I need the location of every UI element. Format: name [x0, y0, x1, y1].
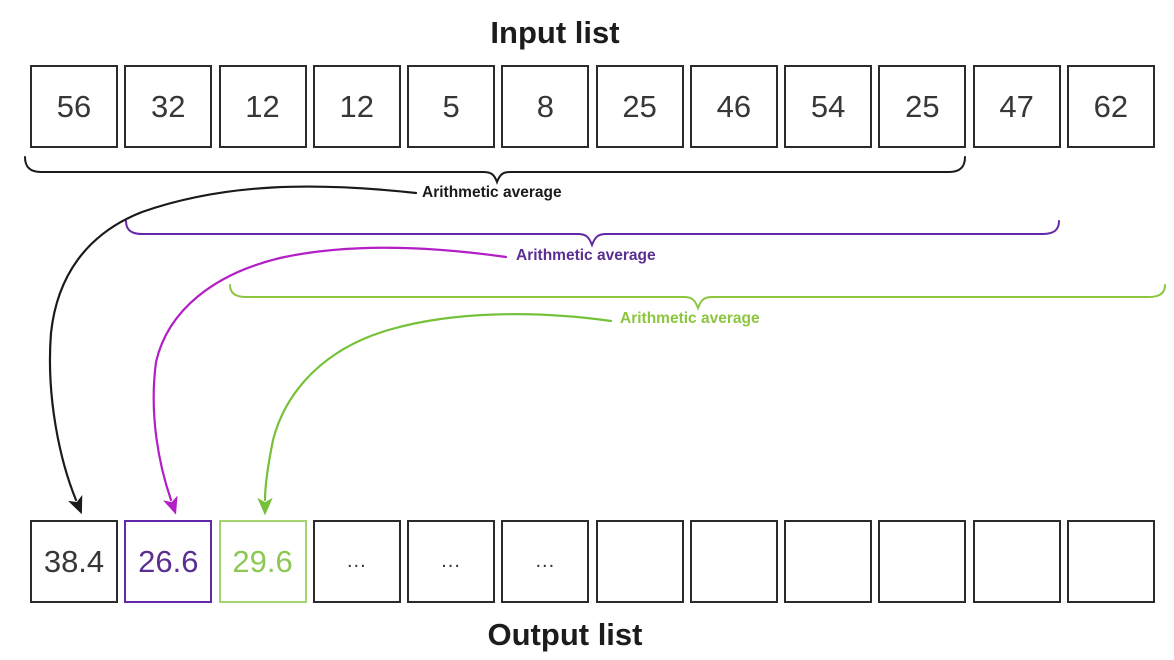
- input-cell: 32: [124, 65, 213, 148]
- input-list-row: 56 32 12 12 5 8 25 46 54 25 47 62: [30, 65, 1155, 148]
- input-cell: 5: [407, 65, 496, 148]
- output-cell: 38.4: [30, 520, 118, 603]
- input-list-title: Input list: [490, 15, 620, 50]
- output-cell: 29.6: [218, 520, 307, 603]
- purple-window-brace: [125, 220, 1060, 248]
- output-list-title: Output list: [487, 617, 643, 652]
- input-cell: 46: [689, 65, 778, 148]
- black-average-label: Arithmetic average: [422, 184, 562, 201]
- input-cell: 25: [878, 65, 967, 148]
- output-cell: ...: [407, 520, 496, 603]
- green-window-brace: [229, 284, 1166, 311]
- input-cell: 25: [595, 65, 684, 148]
- output-cell: [972, 520, 1061, 603]
- output-list-row: 38.4 26.6 29.6 ... ... ...: [30, 520, 1155, 603]
- input-cell: 47: [972, 65, 1061, 148]
- output-cell: ...: [501, 520, 590, 603]
- output-cell: [878, 520, 967, 603]
- output-cell: 26.6: [124, 520, 213, 603]
- purple-average-label: Arithmetic average: [516, 247, 656, 264]
- input-cell: 54: [784, 65, 873, 148]
- input-cell: 62: [1066, 65, 1155, 148]
- output-cell: ...: [312, 520, 401, 603]
- output-cell: [595, 520, 684, 603]
- black-window-brace: [24, 156, 966, 185]
- output-cell: [689, 520, 778, 603]
- input-cell: 12: [312, 65, 401, 148]
- black-average-arrow: [48, 185, 418, 515]
- green-average-label: Arithmetic average: [620, 310, 760, 327]
- input-cell: 8: [501, 65, 590, 148]
- input-cell: 56: [30, 65, 118, 148]
- output-cell: [1066, 520, 1155, 603]
- green-average-arrow: [257, 313, 613, 516]
- magenta-average-arrow: [152, 246, 508, 515]
- input-cell: 12: [218, 65, 307, 148]
- output-cell: [784, 520, 873, 603]
